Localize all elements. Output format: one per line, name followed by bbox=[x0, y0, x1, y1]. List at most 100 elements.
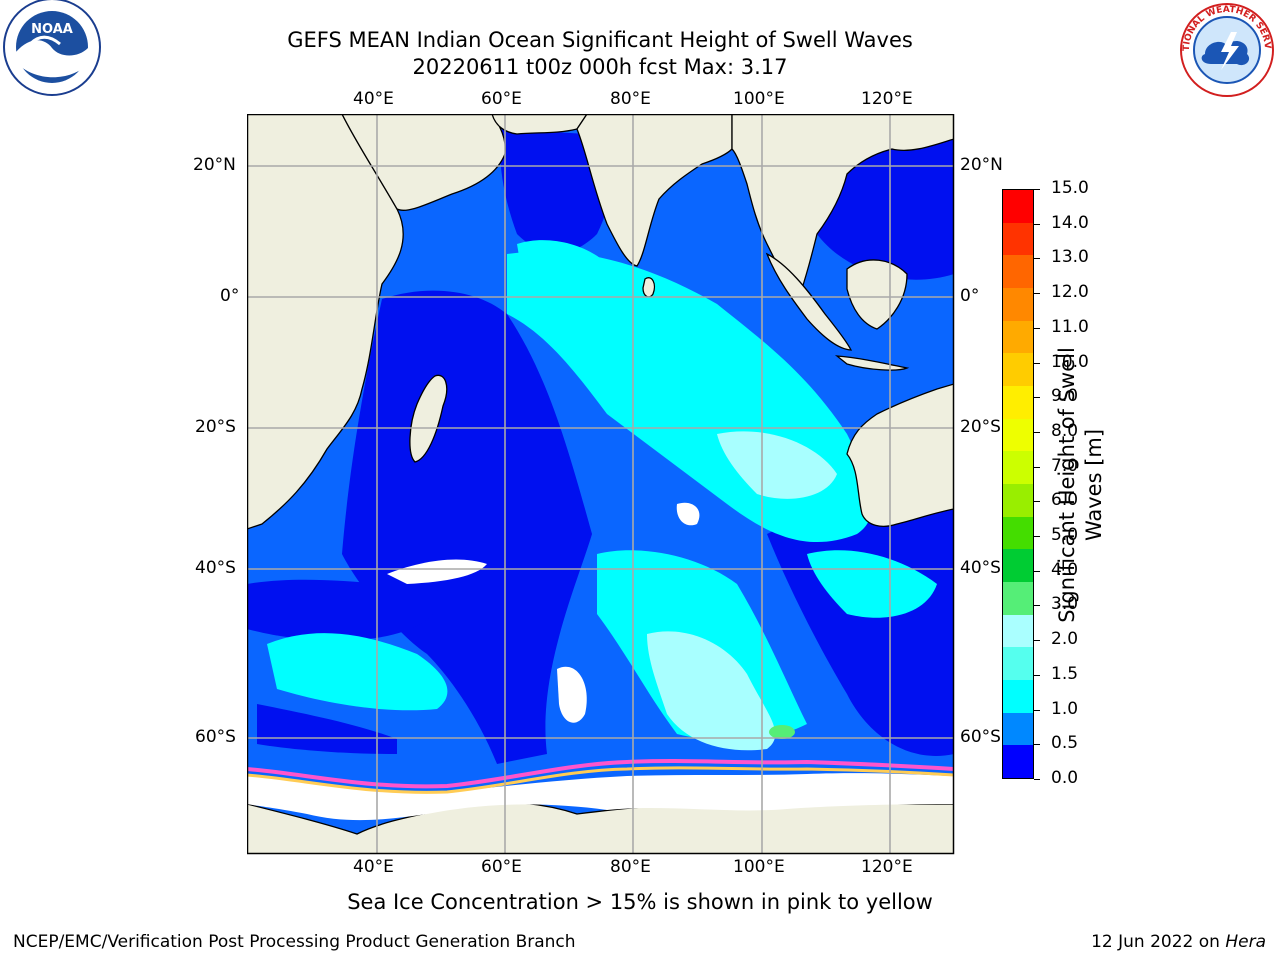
colorbar-tick-label: 12.0 bbox=[1051, 282, 1089, 303]
colorbar-tick-label: 4.0 bbox=[1051, 559, 1079, 580]
land-sri-lanka bbox=[642, 277, 656, 298]
swell-band-mid bbox=[267, 633, 448, 711]
colorbar-segment bbox=[1003, 418, 1033, 452]
lon-label: 40°E bbox=[353, 857, 394, 877]
colorbar-tick-mark bbox=[1034, 605, 1040, 607]
lat-label: 60°S bbox=[195, 727, 236, 747]
colorbar-tick-label: 15.0 bbox=[1051, 178, 1089, 198]
missing-data-patch bbox=[387, 559, 487, 584]
colorbar-tick-mark bbox=[1034, 640, 1040, 642]
swell-band-mid bbox=[807, 550, 937, 618]
missing-data-patch bbox=[676, 502, 700, 526]
swell-band-low bbox=[500, 129, 611, 253]
colorbar-tick-label: 7.0 bbox=[1051, 455, 1079, 476]
lon-label: 60°E bbox=[481, 857, 522, 877]
lat-label: 20°N bbox=[960, 155, 1003, 175]
colorbar-tick-label: 13.0 bbox=[1051, 247, 1089, 268]
colorbar-tick-label: 10.0 bbox=[1051, 351, 1089, 372]
swell-band-peak bbox=[769, 725, 795, 739]
footer-credit: NCEP/EMC/Verification Post Processing Pr… bbox=[13, 932, 576, 952]
colorbar-tick-label: 5.0 bbox=[1051, 525, 1079, 546]
swell-band-low bbox=[257, 704, 397, 754]
map-subtitle: 20220611 t00z 000h fcst Max: 3.17 bbox=[412, 55, 788, 79]
colorbar-tick-mark bbox=[1034, 189, 1040, 190]
colorbar-label-line2: Waves [m] bbox=[1082, 428, 1106, 542]
lat-label: 20°N bbox=[193, 155, 236, 175]
colorbar-segment bbox=[1003, 582, 1033, 615]
swell-band-high bbox=[717, 431, 837, 499]
colorbar-tick-label: 0.5 bbox=[1051, 733, 1079, 754]
land-madagascar bbox=[409, 374, 448, 463]
colorbar-tick-mark bbox=[1034, 293, 1040, 295]
lat-label: 20°S bbox=[960, 417, 1001, 437]
nws-logo: NATIONAL WEATHER SERVICE bbox=[1175, 2, 1274, 97]
colorbar-tick-mark bbox=[1034, 431, 1040, 433]
lon-label: 40°E bbox=[353, 89, 394, 109]
lat-label: 20°S bbox=[195, 417, 236, 437]
colorbar-tick-label: 1.5 bbox=[1051, 663, 1079, 684]
footer-date: 12 Jun 2022 on Hera bbox=[1091, 932, 1266, 952]
colorbar-segment bbox=[1003, 516, 1033, 550]
missing-data-patch bbox=[557, 666, 587, 723]
colorbar-tick-label: 6.0 bbox=[1051, 490, 1079, 511]
colorbar-segment bbox=[1003, 353, 1033, 387]
lat-label: 0° bbox=[220, 286, 240, 306]
colorbar-tick-mark bbox=[1034, 779, 1040, 780]
svg-text:NOAA: NOAA bbox=[31, 22, 73, 37]
map-gridlines bbox=[247, 114, 954, 854]
colorbar-segment bbox=[1003, 647, 1033, 681]
colorbar-tick-label: 14.0 bbox=[1051, 212, 1089, 233]
land-borneo bbox=[846, 259, 908, 330]
colorbar-segment bbox=[1003, 451, 1033, 485]
lon-label: 80°E bbox=[610, 89, 651, 109]
colorbar-segment bbox=[1003, 222, 1033, 256]
colorbar-tick-mark bbox=[1034, 744, 1040, 746]
colorbar-tick-mark bbox=[1034, 397, 1040, 399]
colorbar bbox=[1002, 189, 1034, 779]
colorbar-tick-label: 0.0 bbox=[1051, 768, 1079, 788]
colorbar-tick-label: 11.0 bbox=[1051, 316, 1089, 337]
sea-ice-edge bbox=[247, 766, 954, 794]
colorbar-tick-mark bbox=[1034, 709, 1040, 711]
colorbar-segment bbox=[1003, 288, 1033, 321]
colorbar-tick-label: 9.0 bbox=[1051, 386, 1079, 407]
colorbar-tick-mark bbox=[1034, 501, 1040, 503]
colorbar-label-line1: Significant Height of Swell bbox=[1055, 347, 1079, 623]
lat-label: 0° bbox=[960, 286, 980, 306]
colorbar-tick-mark bbox=[1034, 674, 1040, 676]
swell-band-low bbox=[342, 290, 592, 764]
colorbar-tick-label: 2.0 bbox=[1051, 629, 1079, 650]
sea-ice-shelf bbox=[247, 773, 954, 821]
colorbar-tick-mark bbox=[1034, 327, 1040, 329]
colorbar-segment bbox=[1003, 484, 1033, 517]
footer-date-text: 12 Jun 2022 on bbox=[1091, 932, 1226, 952]
swell-height-map bbox=[247, 114, 955, 855]
lat-label: 60°S bbox=[960, 727, 1001, 747]
colorbar-tick-mark bbox=[1034, 362, 1040, 364]
sea-ice-edge bbox=[247, 759, 954, 789]
colorbar-ticks: 15.0 14.0 13.0 12.0 11.0 10.0 9.0 8.0 7.0 6.0 5.0 4… bbox=[1034, 178, 1104, 790]
lon-label: 60°E bbox=[481, 89, 522, 109]
lon-label: 120°E bbox=[861, 857, 913, 877]
lon-label: 100°E bbox=[733, 89, 785, 109]
lat-label: 40°S bbox=[960, 558, 1001, 578]
colorbar-tick-label: 1.0 bbox=[1051, 698, 1079, 719]
colorbar-segment bbox=[1003, 255, 1033, 289]
colorbar-tick-mark bbox=[1034, 536, 1040, 538]
colorbar-tick-label: 3.0 bbox=[1051, 594, 1079, 615]
colorbar-tick-mark bbox=[1034, 223, 1040, 225]
land-iran-pakistan bbox=[491, 114, 588, 135]
colorbar-segment bbox=[1003, 745, 1033, 779]
lon-label: 120°E bbox=[861, 89, 913, 109]
colorbar-tick-mark bbox=[1034, 466, 1040, 468]
map-title: GEFS MEAN Indian Ocean Significant Heigh… bbox=[287, 28, 913, 52]
swell-band-mid bbox=[517, 240, 607, 281]
land-southeast-asia bbox=[731, 114, 954, 306]
land-sumatra bbox=[765, 252, 853, 351]
lon-label: 80°E bbox=[610, 857, 651, 877]
lon-label: 100°E bbox=[733, 857, 785, 877]
swell-band-low bbox=[247, 579, 439, 641]
swell-band-high bbox=[647, 631, 776, 751]
colorbar-tick-label: 8.0 bbox=[1051, 420, 1079, 441]
colorbar-segment bbox=[1003, 680, 1033, 713]
